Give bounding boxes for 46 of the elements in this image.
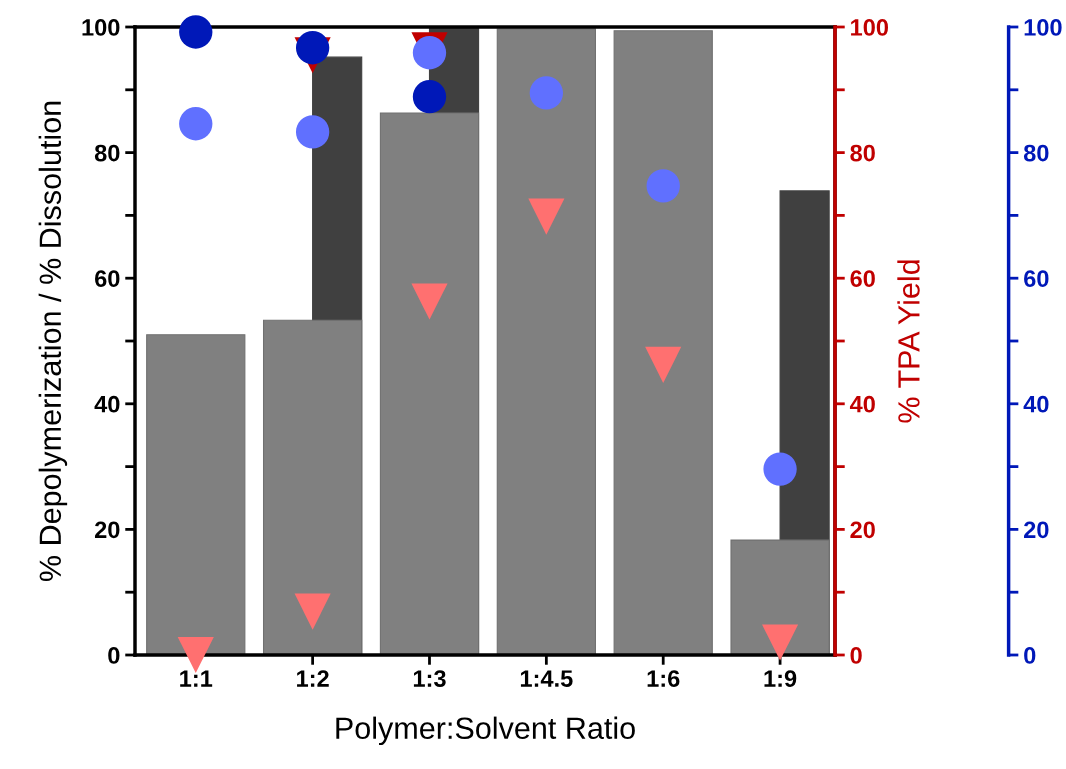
y2-tick-label: 100 <box>851 19 889 36</box>
point <box>179 15 213 49</box>
bar <box>146 334 246 655</box>
y-tick-label: 80 <box>94 144 120 162</box>
y-tick-label: 20 <box>94 521 120 539</box>
point <box>645 346 682 383</box>
y-tick-label: 60 <box>95 270 120 287</box>
point <box>412 80 447 114</box>
point <box>411 283 448 320</box>
x-tick-label: 1:1 <box>180 670 213 687</box>
point <box>295 115 330 149</box>
y2-tick-label: 20 <box>850 521 875 539</box>
x-tick-label: 1:9 <box>764 670 797 687</box>
y2-tick-label: 0 <box>850 647 862 664</box>
point <box>529 76 564 110</box>
y3-tick-label: 100 <box>1024 19 1062 36</box>
bar <box>496 28 596 655</box>
x-tick-label: 1:3 <box>413 670 446 687</box>
point <box>294 593 331 630</box>
bar <box>730 539 830 655</box>
point <box>528 198 565 235</box>
y2-axis-title: % TPA Yield <box>897 260 920 423</box>
y2-tick-label: 80 <box>850 144 875 162</box>
y-tick-label: 40 <box>94 395 120 413</box>
point <box>646 169 680 203</box>
y3-tick-label: 0 <box>1024 647 1036 664</box>
y3-tick-label: 80 <box>1023 144 1049 162</box>
x-tick-label: 1:6 <box>647 670 680 687</box>
y2-tick-label: 60 <box>850 270 875 287</box>
y3-tick-label: 60 <box>1024 270 1049 287</box>
point <box>295 31 330 65</box>
bar <box>262 319 363 655</box>
y3-tick-label: 40 <box>1023 395 1049 413</box>
x-tick-label: 1:2 <box>297 670 329 687</box>
x-axis-title: Polymer:Solvent Ratio <box>336 716 635 746</box>
point <box>763 452 797 486</box>
y-tick-label: 100 <box>82 19 120 36</box>
point <box>179 107 213 141</box>
y-axis-title: % Depolymerization / % Dissolution <box>38 101 68 582</box>
y3-tick-label: 20 <box>1024 521 1049 539</box>
bar <box>613 30 713 655</box>
y2-tick-label: 40 <box>849 395 875 413</box>
bar <box>379 112 480 655</box>
y-tick-label: 0 <box>108 647 120 664</box>
point <box>762 624 799 661</box>
x-tick-label: 1:4.5 <box>520 670 573 687</box>
